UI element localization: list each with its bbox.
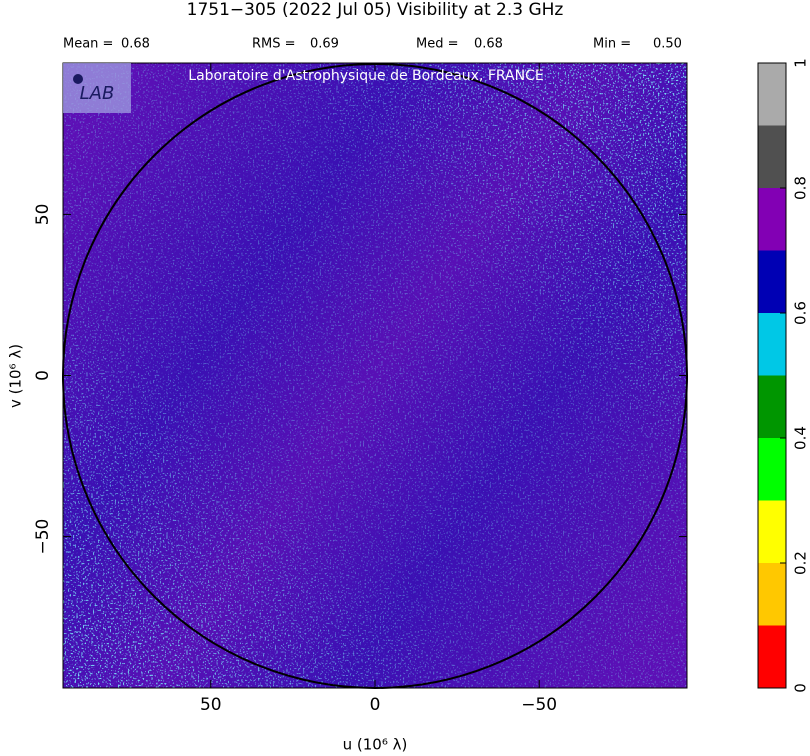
y-axis-label: v (10⁶ λ): [7, 344, 25, 408]
colorbar-tick-label: 0.8: [792, 176, 810, 200]
colorbar-segment: [758, 438, 786, 501]
y-tick-label: 50: [33, 204, 53, 226]
colorbar-tick-label: 0.6: [792, 301, 810, 325]
colorbar-segment: [758, 188, 786, 251]
y-tick-label: 0: [33, 370, 53, 381]
colorbar-segment: [758, 250, 786, 313]
colorbar-tick-label: 1: [792, 58, 810, 68]
x-axis-label: u (10⁶ λ): [343, 736, 408, 754]
stat-value: 0.69: [310, 37, 339, 52]
stat-label: Min =: [593, 37, 631, 52]
watermark: Laboratoire d'Astrophysique de Bordeaux,…: [188, 68, 543, 84]
logo-dot: [73, 74, 83, 84]
colorbar-segment: [758, 63, 786, 126]
x-tick-label: 0: [370, 695, 381, 715]
colorbar-segment: [758, 313, 786, 376]
stat-label: RMS =: [252, 37, 296, 52]
colorbar-segment: [758, 375, 786, 438]
stat-label: Med =: [416, 37, 459, 52]
logo: LAB: [80, 83, 115, 104]
stat-value: 0.68: [121, 37, 150, 52]
stat-value: 0.68: [474, 37, 503, 52]
stat-label: Mean =: [63, 37, 113, 52]
x-tick-label: 50: [200, 695, 222, 715]
y-tick-label: −50: [33, 519, 53, 555]
colorbar-frame: [757, 62, 787, 689]
colorbar-segment: [758, 625, 786, 688]
colorbar-tick-label: 0.4: [792, 426, 810, 450]
colorbar-tick-label: 0: [792, 683, 810, 693]
colorbar-segment: [758, 125, 786, 188]
colorbar-segment: [758, 563, 786, 626]
logo-box: [63, 63, 131, 113]
colorbar-tick-label: 0.2: [792, 551, 810, 575]
x-tick-label: −50: [521, 695, 557, 715]
chart-title: 1751−305 (2022 Jul 05) Visibility at 2.3…: [187, 0, 564, 20]
colorbar-segment: [758, 500, 786, 563]
visibility-image: [63, 63, 687, 688]
stat-value: 0.50: [653, 37, 682, 52]
